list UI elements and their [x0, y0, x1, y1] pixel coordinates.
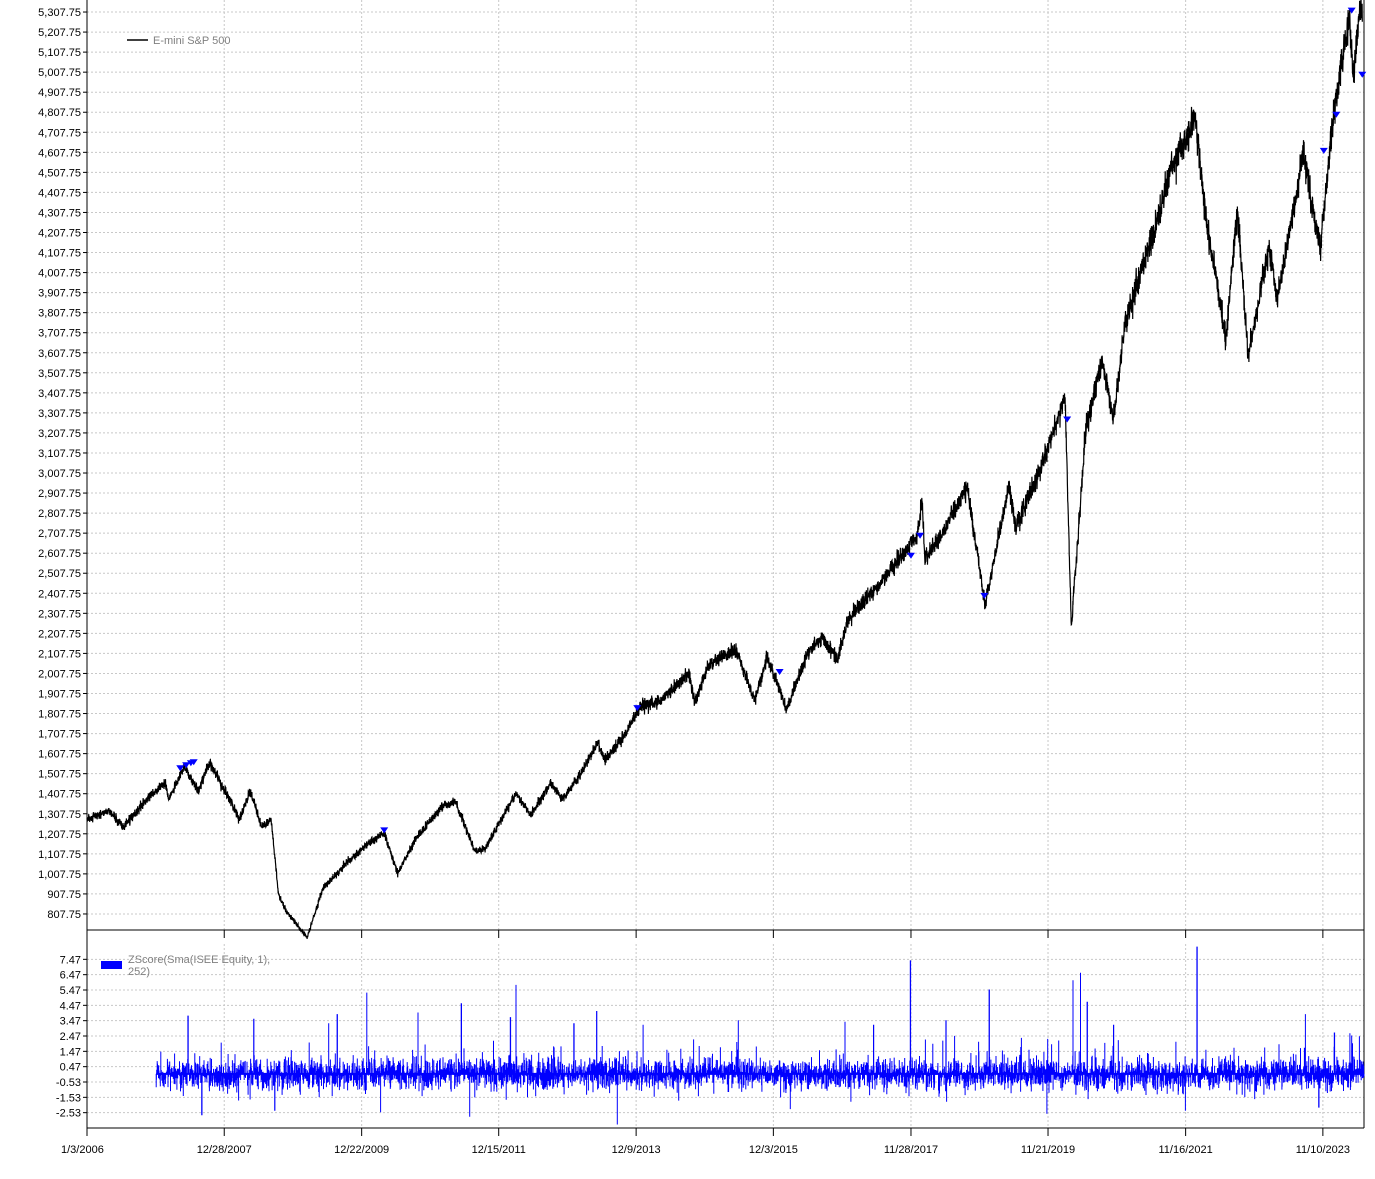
x-tick-label: 12/28/2007 — [197, 1144, 252, 1156]
price-y-tick-label: 1,407.75 — [38, 789, 81, 801]
price-y-tick-label: 3,607.75 — [38, 348, 81, 360]
price-y-tick-label: 3,807.75 — [38, 308, 81, 320]
price-y-tick-label: 4,107.75 — [38, 248, 81, 260]
x-tick-label: 12/3/2015 — [749, 1144, 798, 1156]
zscore-legend: ZScore(Sma(ISEE Equity, 1), 252) — [101, 954, 273, 978]
price-marker — [916, 532, 925, 539]
price-series — [86, 0, 1363, 939]
x-tick-label: 11/28/2017 — [884, 1144, 938, 1156]
zscore-y-tick-label: -0.53 — [56, 1077, 81, 1089]
zscore-panel-grid — [86, 944, 1364, 1128]
price-y-tick-label: 1,807.75 — [38, 709, 81, 721]
price-y-tick-label: 4,007.75 — [38, 268, 81, 280]
price-y-tick-label: 2,707.75 — [38, 528, 81, 540]
x-tick-label: 1/3/2006 — [61, 1144, 104, 1156]
price-marker — [380, 827, 389, 834]
price-marker — [1358, 71, 1367, 78]
price-y-tick-label: 807.75 — [47, 909, 81, 921]
price-y-tick-label: 2,607.75 — [38, 548, 81, 560]
price-y-tick-label: 3,707.75 — [38, 328, 81, 340]
price-marker — [176, 765, 185, 772]
x-tick-label: 11/16/2021 — [1159, 1144, 1213, 1156]
price-marker — [980, 592, 989, 599]
x-tick-label: 12/15/2011 — [472, 1144, 526, 1156]
price-marker — [1332, 111, 1341, 118]
zscore-y-tick-label: -2.53 — [56, 1108, 81, 1120]
price-y-tick-label: 1,107.75 — [38, 849, 81, 861]
zscore-y-axis: -2.53 -1.53 -0.53 0.47 1.47 2.47 3.47 4.47 5.47 6… — [56, 954, 87, 1120]
price-y-tick-label: 4,507.75 — [38, 167, 81, 179]
price-y-tick-label: 5,007.75 — [38, 67, 81, 79]
price-y-tick-label: 1,007.75 — [38, 869, 81, 881]
price-y-axis: 807.75 907.75 1,007.75 1,107.75 1,207.75 1,30… — [38, 7, 87, 921]
price-y-tick-label: 2,207.75 — [38, 628, 81, 640]
price-y-tick-label: 3,107.75 — [38, 448, 81, 460]
price-y-tick-label: 2,307.75 — [38, 608, 81, 620]
price-y-tick-label: 3,407.75 — [38, 388, 81, 400]
price-y-tick-label: 2,007.75 — [38, 668, 81, 680]
price-markers — [176, 7, 1367, 834]
price-y-tick-label: 5,107.75 — [38, 47, 81, 59]
price-y-tick-label: 5,307.75 — [38, 7, 81, 19]
price-marker — [1063, 416, 1072, 423]
zscore-y-tick-label: -1.53 — [56, 1092, 81, 1104]
price-y-tick-label: 3,007.75 — [38, 468, 81, 480]
price-y-tick-label: 5,207.75 — [38, 27, 81, 39]
price-marker — [1347, 7, 1356, 14]
price-line — [86, 0, 1363, 939]
price-y-tick-label: 3,307.75 — [38, 408, 81, 420]
zscore-y-tick-label: 4.47 — [60, 1000, 81, 1012]
price-y-tick-label: 2,907.75 — [38, 488, 81, 500]
price-marker — [633, 705, 642, 712]
zscore-y-tick-label: 2.47 — [60, 1031, 81, 1043]
price-legend: E-mini S&P 500 — [127, 35, 230, 47]
price-marker — [906, 552, 915, 559]
price-legend-label: E-mini S&P 500 — [153, 35, 230, 47]
price-y-tick-label: 2,107.75 — [38, 648, 81, 660]
price-y-tick-label: 3,507.75 — [38, 368, 81, 380]
date-x-axis: 1/3/2006 12/28/2007 12/22/2009 12/15/2011 12… — [61, 930, 1350, 1156]
price-marker — [1319, 147, 1328, 154]
zscore-series — [155, 946, 1365, 1125]
price-marker — [189, 759, 198, 766]
price-y-tick-label: 1,307.75 — [38, 809, 81, 821]
price-panel-grid — [86, 0, 1364, 930]
price-y-tick-label: 2,507.75 — [38, 568, 81, 580]
price-y-tick-label: 907.75 — [47, 889, 81, 901]
zscore-legend-swatch — [101, 961, 122, 969]
zscore-y-tick-label: 5.47 — [60, 985, 81, 997]
price-y-tick-label: 4,407.75 — [38, 187, 81, 199]
price-y-tick-label: 3,207.75 — [38, 428, 81, 440]
price-y-tick-label: 4,807.75 — [38, 107, 81, 119]
price-y-tick-label: 1,907.75 — [38, 688, 81, 700]
price-y-tick-label: 3,907.75 — [38, 288, 81, 300]
zscore-y-tick-label: 0.47 — [60, 1062, 81, 1074]
x-tick-label: 12/22/2009 — [334, 1144, 389, 1156]
zscore-y-tick-label: 7.47 — [60, 954, 81, 966]
zscore-y-tick-label: 3.47 — [60, 1016, 81, 1028]
price-y-tick-label: 1,207.75 — [38, 829, 81, 841]
x-tick-label: 12/9/2013 — [612, 1144, 661, 1156]
x-tick-label: 11/10/2023 — [1296, 1144, 1350, 1156]
zscore-y-tick-label: 6.47 — [60, 970, 81, 982]
x-tick-label: 11/21/2019 — [1021, 1144, 1075, 1156]
chart-axes — [86, 0, 1365, 1129]
price-y-tick-label: 4,207.75 — [38, 228, 81, 240]
price-y-tick-label: 4,907.75 — [38, 87, 81, 99]
price-y-tick-label: 4,607.75 — [38, 147, 81, 159]
price-marker — [775, 669, 784, 676]
price-y-tick-label: 2,807.75 — [38, 508, 81, 520]
price-y-tick-label: 4,307.75 — [38, 207, 81, 219]
price-y-tick-label: 2,407.75 — [38, 588, 81, 600]
zscore-y-tick-label: 1.47 — [60, 1046, 81, 1058]
price-marker — [182, 762, 191, 769]
price-y-tick-label: 4,707.75 — [38, 127, 81, 139]
price-y-tick-label: 1,507.75 — [38, 769, 81, 781]
price-y-tick-label: 1,607.75 — [38, 749, 81, 761]
price-y-tick-label: 1,707.75 — [38, 729, 81, 741]
zscore-legend-label: ZScore(Sma(ISEE Equity, 1), 252) — [128, 954, 273, 978]
